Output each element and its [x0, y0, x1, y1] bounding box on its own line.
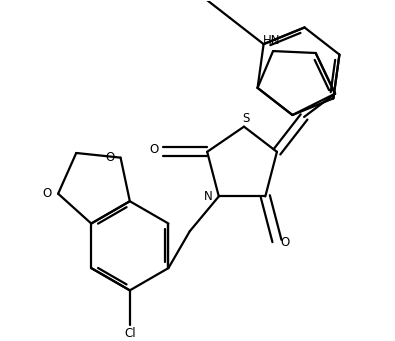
Text: HN: HN — [262, 34, 280, 47]
Text: O: O — [43, 187, 52, 200]
Text: N: N — [203, 190, 213, 203]
Text: O: O — [281, 236, 290, 249]
Text: S: S — [242, 112, 250, 124]
Text: Cl: Cl — [124, 327, 135, 340]
Text: O: O — [105, 151, 114, 164]
Text: O: O — [149, 143, 159, 157]
